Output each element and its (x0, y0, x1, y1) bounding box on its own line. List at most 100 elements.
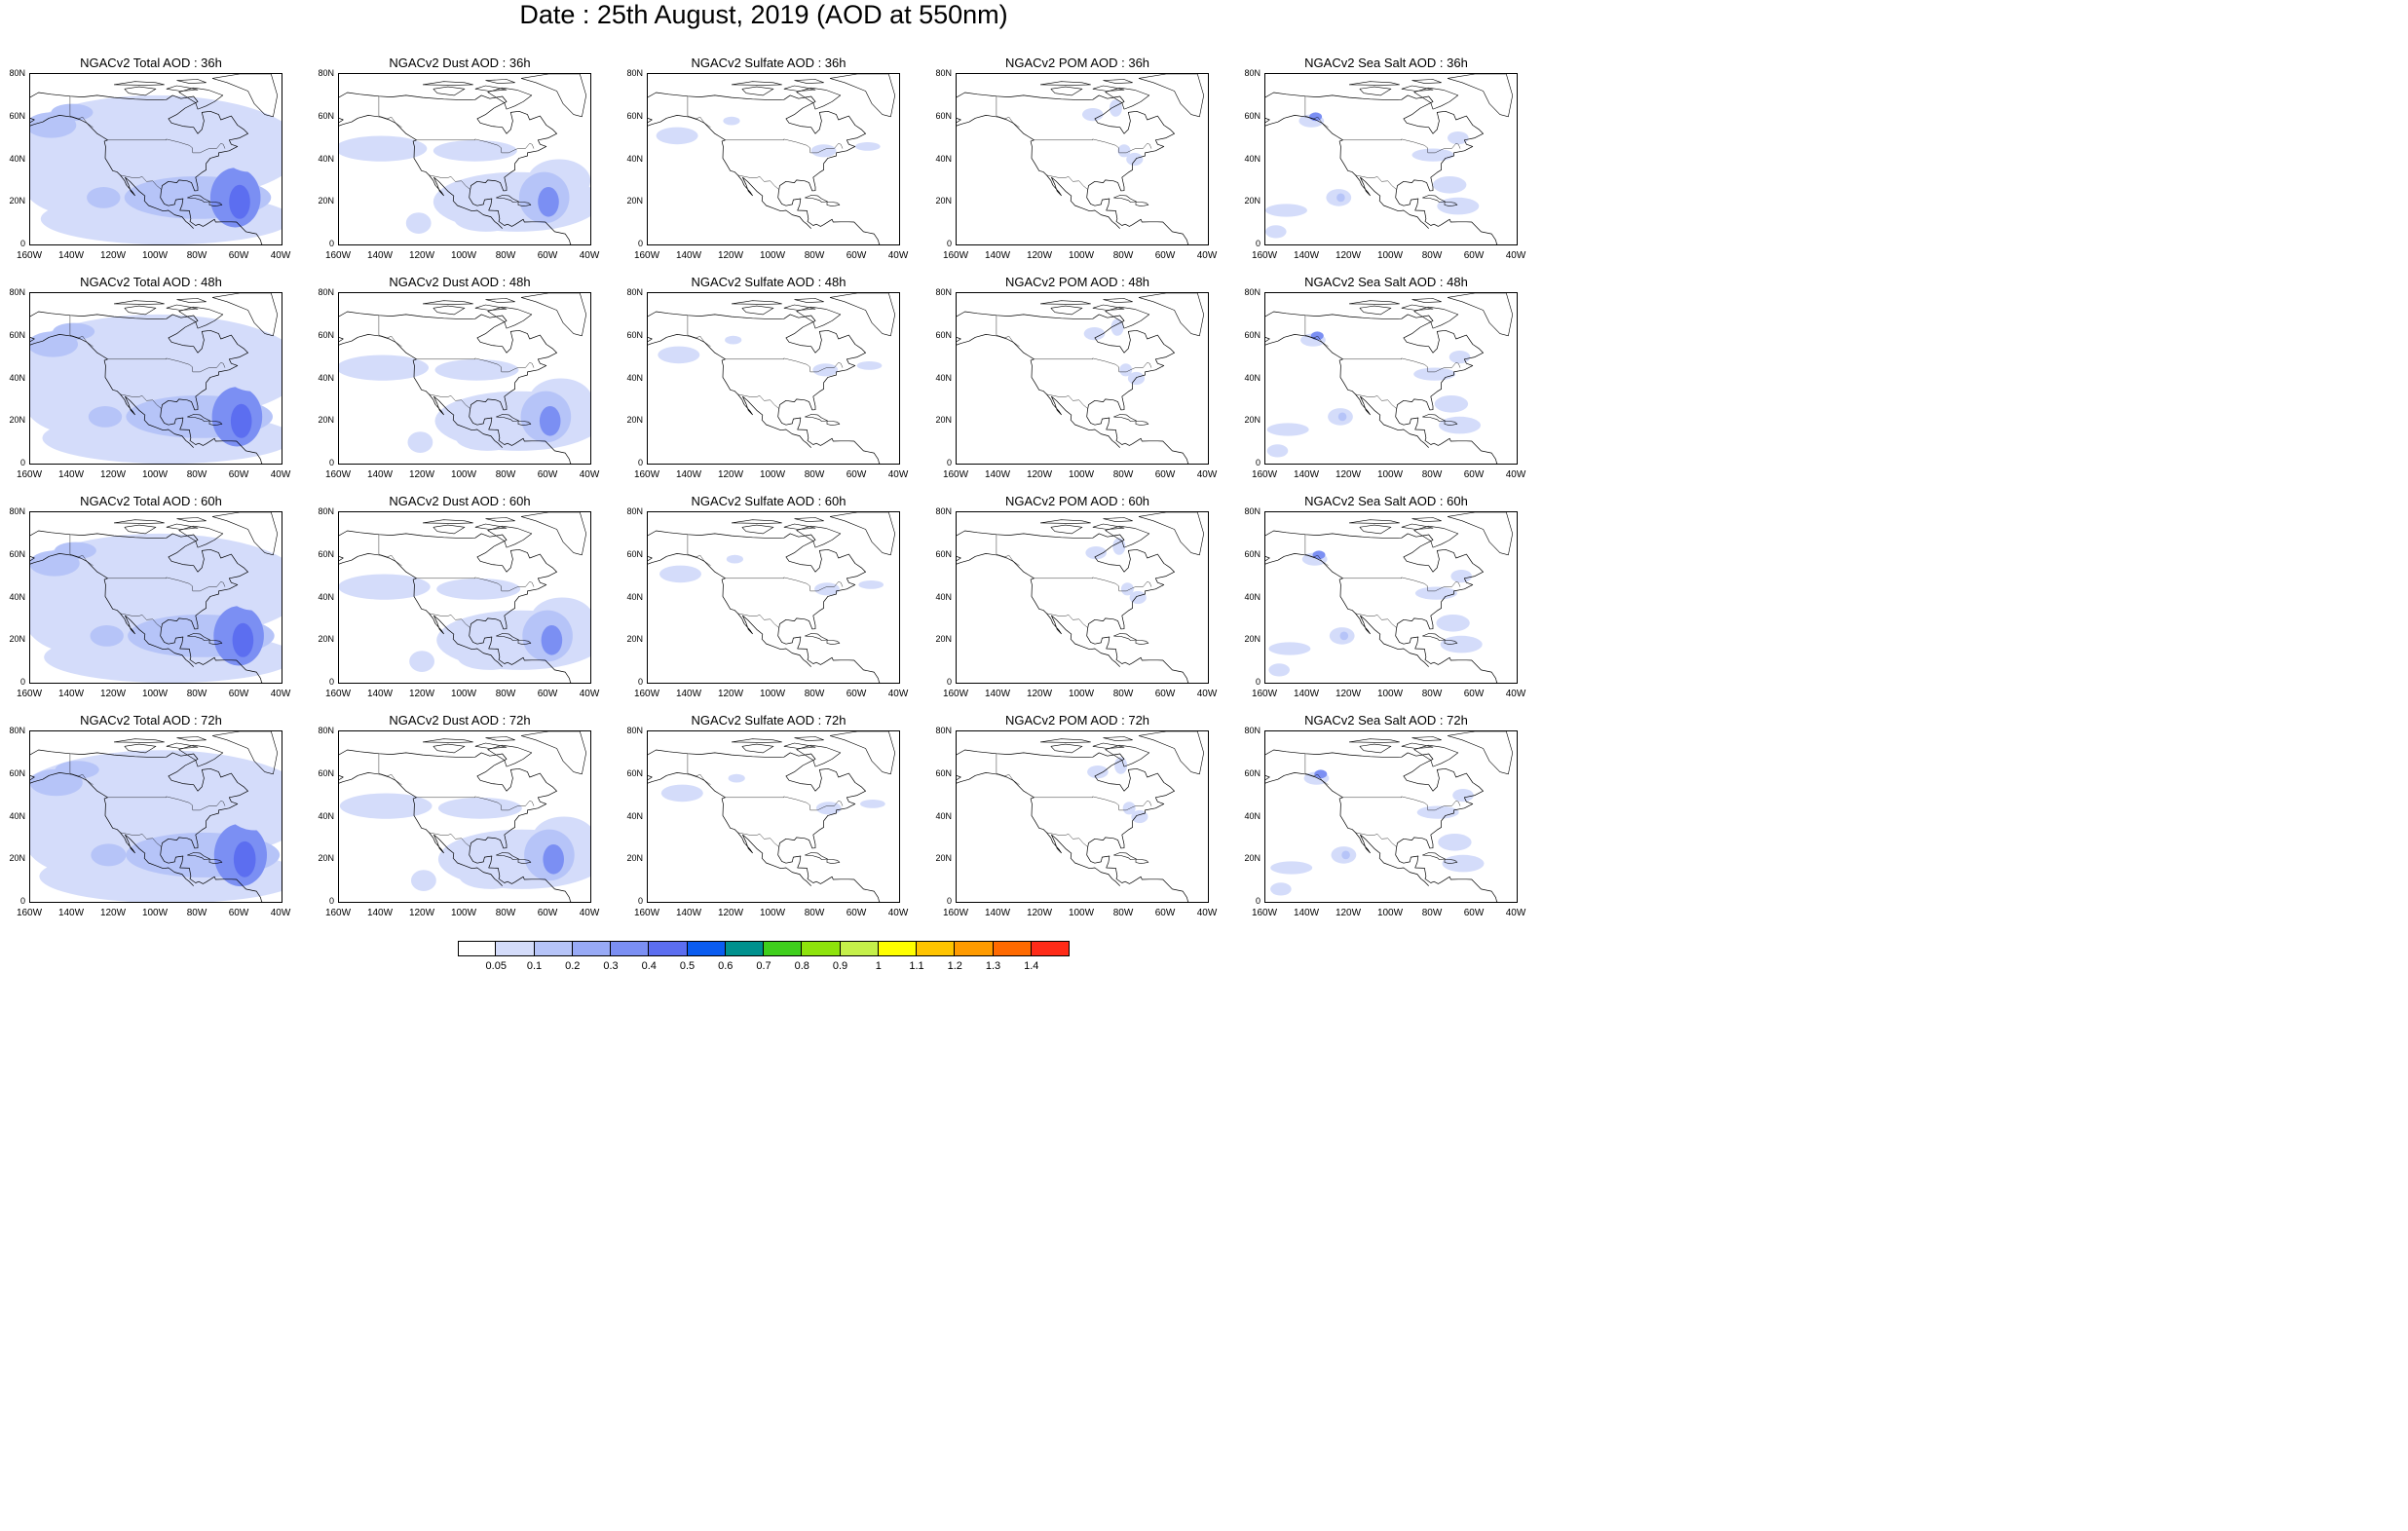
coastline-arctic-island (113, 519, 165, 524)
lon-tick-label: 160W (633, 689, 660, 699)
border-us-canada (416, 138, 535, 154)
lon-tick-label: 160W (324, 250, 352, 261)
coastline-cuba (805, 633, 828, 641)
map-frame (956, 73, 1209, 245)
colorbar-tick-label: 0.7 (756, 960, 771, 972)
lat-tick-label: 80N (1244, 287, 1260, 297)
border-us-mexico (120, 393, 162, 409)
coastline-arctic-island (176, 79, 207, 84)
lat-tick-label: 80N (626, 506, 643, 516)
aod-shade-region (860, 800, 885, 808)
lon-tick-label: 80W (186, 689, 207, 699)
coastline-cuba (805, 414, 828, 422)
map-panel-seasalt-72h: NGACv2 Sea Salt AOD : 72h 80N 60N 40N 20N 0 16… (1235, 714, 1537, 933)
coastline-hispaniola (208, 859, 223, 864)
lat-tick-label: 80N (9, 506, 25, 516)
map-panel-dust-48h: NGACv2 Dust AOD : 48h 80N 60N 40N 20N 0 160W 14… (309, 276, 611, 495)
lon-tick-label: 60W (228, 689, 249, 699)
border-us-mexico (737, 393, 779, 409)
lon-tick-label: 100W (759, 250, 786, 261)
lon-tick-label: 160W (633, 250, 660, 261)
panel-title: NGACv2 POM AOD : 36h (1004, 56, 1150, 70)
map-panel-seasalt-36h: NGACv2 Sea Salt AOD : 36h 80N 60N 40N 20N 0 16… (1235, 56, 1537, 276)
coastline-arctic-island (731, 519, 782, 524)
panel-title: NGACv2 Dust AOD : 72h (389, 713, 531, 728)
lon-tick-label: 120W (1335, 689, 1362, 699)
lon-tick-label: 60W (1154, 908, 1176, 918)
colorbar-tick-label: 0.3 (603, 960, 619, 972)
map-frame (29, 292, 282, 465)
coastline-arctic-island (783, 742, 816, 749)
lon-tick-label: 160W (1251, 250, 1278, 261)
lon-tick-label: 160W (942, 689, 969, 699)
aod-shade-region (436, 578, 521, 600)
lon-tick-label: 40W (270, 908, 291, 918)
border-alaska-canada (996, 95, 1020, 128)
aod-shade-region (88, 406, 123, 428)
lat-tick-label: 0 (328, 896, 334, 906)
lon-tick-label: 60W (1463, 250, 1485, 261)
lon-tick-label: 40W (887, 250, 909, 261)
coastline-west (957, 553, 1120, 667)
lon-tick-label: 160W (1251, 689, 1278, 699)
aod-shade-region (1120, 582, 1134, 596)
lat-tick-label: 80N (318, 287, 334, 297)
coastline-west (1265, 115, 1429, 229)
lon-tick-label: 100W (141, 908, 169, 918)
lat-tick-label: 0 (19, 677, 25, 687)
aod-shade-region (1314, 769, 1328, 779)
aod-shade-region (54, 541, 96, 560)
coastline-arctic-island (1050, 305, 1083, 316)
colorbar-swatch (955, 941, 994, 956)
coastline-arctic-island (1050, 524, 1083, 535)
coastline-cuba (1113, 414, 1137, 422)
lon-tick-label: 80W (1112, 908, 1134, 918)
map-panel-pom-72h: NGACv2 POM AOD : 72h 80N 60N 40N 20N 0 160W 140… (926, 714, 1228, 933)
border-us-canada (416, 357, 535, 373)
border-us-mexico (429, 613, 470, 628)
colorbar (458, 941, 1070, 956)
lon-tick-label: 120W (99, 250, 127, 261)
lon-tick-label: 60W (537, 469, 558, 480)
coastline-east (957, 311, 1189, 464)
coastline-hispaniola (517, 421, 532, 426)
lat-tick-label: 0 (1255, 458, 1260, 467)
colorbar-swatch (764, 941, 803, 956)
coastline-arctic-island (1359, 305, 1392, 316)
coastline-arctic-island (485, 298, 515, 303)
coastline-arctic-island (794, 79, 824, 84)
aod-shade-region (163, 543, 198, 566)
lat-tick-label: 40N (318, 591, 334, 602)
coastline-cuba (496, 195, 519, 203)
lat-tick-label: 40N (1244, 372, 1260, 383)
aod-shade-region (1450, 570, 1472, 583)
panel-title: NGACv2 Total AOD : 60h (80, 494, 222, 508)
coastline-cuba (496, 414, 519, 422)
lon-tick-label: 100W (759, 908, 786, 918)
coastline-arctic-island (422, 738, 473, 743)
aod-shade-region (1339, 631, 1349, 641)
colorbar-tick-label: 0.9 (832, 960, 848, 972)
border-alaska-canada (687, 534, 711, 566)
coastline-arctic-island (433, 86, 466, 96)
lat-tick-label: 80N (626, 726, 643, 735)
aod-map (1265, 74, 1513, 244)
aod-shade-region (1413, 367, 1456, 381)
lon-tick-label: 120W (408, 689, 435, 699)
colorbar-tick-label: 0.5 (679, 960, 696, 972)
panel-title: NGACv2 Sea Salt AOD : 60h (1304, 494, 1468, 508)
aod-shade-region (1434, 395, 1469, 413)
border-us-canada (725, 577, 844, 592)
lat-tick-label: 0 (946, 239, 952, 248)
aod-shade-region (1411, 148, 1454, 162)
lat-tick-label: 40N (626, 153, 643, 164)
lon-tick-label: 120W (1026, 908, 1053, 918)
coastline-baffin-island (1413, 87, 1459, 110)
border-alaska-canada (996, 315, 1020, 347)
colorbar-swatch (458, 941, 497, 956)
coastline-greenland (520, 74, 586, 118)
coastline-arctic-island (1092, 523, 1125, 530)
aod-shade-region (1416, 805, 1459, 819)
coastline-arctic-island (794, 736, 824, 741)
lat-tick-label: 40N (318, 372, 334, 383)
